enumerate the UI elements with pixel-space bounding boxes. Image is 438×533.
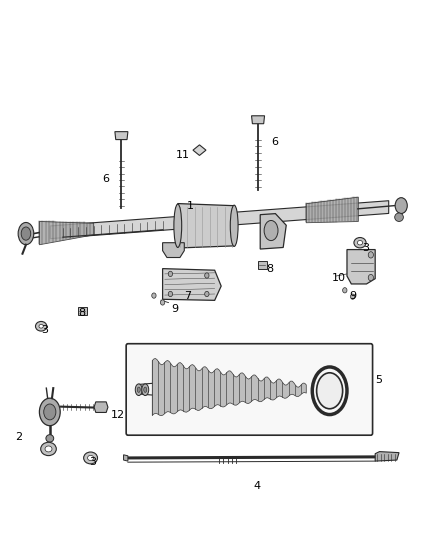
Ellipse shape <box>135 384 142 395</box>
Polygon shape <box>124 455 128 461</box>
Ellipse shape <box>205 273 209 278</box>
Ellipse shape <box>21 227 31 240</box>
Ellipse shape <box>41 442 57 456</box>
Text: 6: 6 <box>271 137 278 147</box>
Text: 4: 4 <box>254 481 261 491</box>
Text: 3: 3 <box>89 457 96 467</box>
Polygon shape <box>94 402 108 413</box>
Ellipse shape <box>343 288 347 293</box>
Polygon shape <box>260 214 286 249</box>
Ellipse shape <box>368 252 374 258</box>
Text: 8: 8 <box>267 264 274 274</box>
Polygon shape <box>347 249 375 284</box>
Ellipse shape <box>144 387 147 392</box>
Text: 6: 6 <box>102 174 109 184</box>
Polygon shape <box>251 116 265 124</box>
Text: 7: 7 <box>184 290 191 301</box>
Text: 1: 1 <box>187 201 194 211</box>
Ellipse shape <box>230 205 238 246</box>
Text: 9: 9 <box>349 290 356 301</box>
Ellipse shape <box>142 384 149 395</box>
Polygon shape <box>162 269 221 300</box>
Ellipse shape <box>39 398 60 426</box>
Ellipse shape <box>18 222 34 245</box>
Ellipse shape <box>137 387 140 392</box>
Ellipse shape <box>88 455 94 461</box>
Ellipse shape <box>160 300 165 305</box>
Ellipse shape <box>350 294 355 300</box>
Text: 11: 11 <box>176 150 190 160</box>
Text: 3: 3 <box>41 325 48 335</box>
Ellipse shape <box>45 446 52 452</box>
Ellipse shape <box>205 292 209 297</box>
Polygon shape <box>258 261 267 269</box>
Text: 3: 3 <box>362 243 369 253</box>
Polygon shape <box>375 451 399 461</box>
Ellipse shape <box>152 293 156 298</box>
FancyBboxPatch shape <box>126 344 373 435</box>
Ellipse shape <box>395 213 403 222</box>
Polygon shape <box>178 204 234 248</box>
Polygon shape <box>193 145 206 156</box>
Ellipse shape <box>39 325 43 328</box>
Ellipse shape <box>368 274 374 281</box>
Text: 8: 8 <box>78 308 85 318</box>
Ellipse shape <box>354 238 366 248</box>
Polygon shape <box>115 132 128 140</box>
Polygon shape <box>162 243 184 257</box>
Ellipse shape <box>168 292 173 297</box>
Ellipse shape <box>35 321 47 331</box>
Ellipse shape <box>84 452 98 464</box>
Ellipse shape <box>44 404 56 420</box>
Ellipse shape <box>174 204 182 247</box>
Text: 12: 12 <box>110 409 125 419</box>
Text: 9: 9 <box>171 304 178 314</box>
Ellipse shape <box>264 221 278 240</box>
Text: 10: 10 <box>332 273 346 283</box>
Ellipse shape <box>395 198 407 214</box>
Ellipse shape <box>46 435 54 442</box>
Ellipse shape <box>357 240 363 245</box>
Polygon shape <box>78 307 87 314</box>
Text: 5: 5 <box>375 375 382 385</box>
Text: 2: 2 <box>15 432 22 442</box>
Ellipse shape <box>168 271 173 277</box>
Ellipse shape <box>317 373 343 409</box>
